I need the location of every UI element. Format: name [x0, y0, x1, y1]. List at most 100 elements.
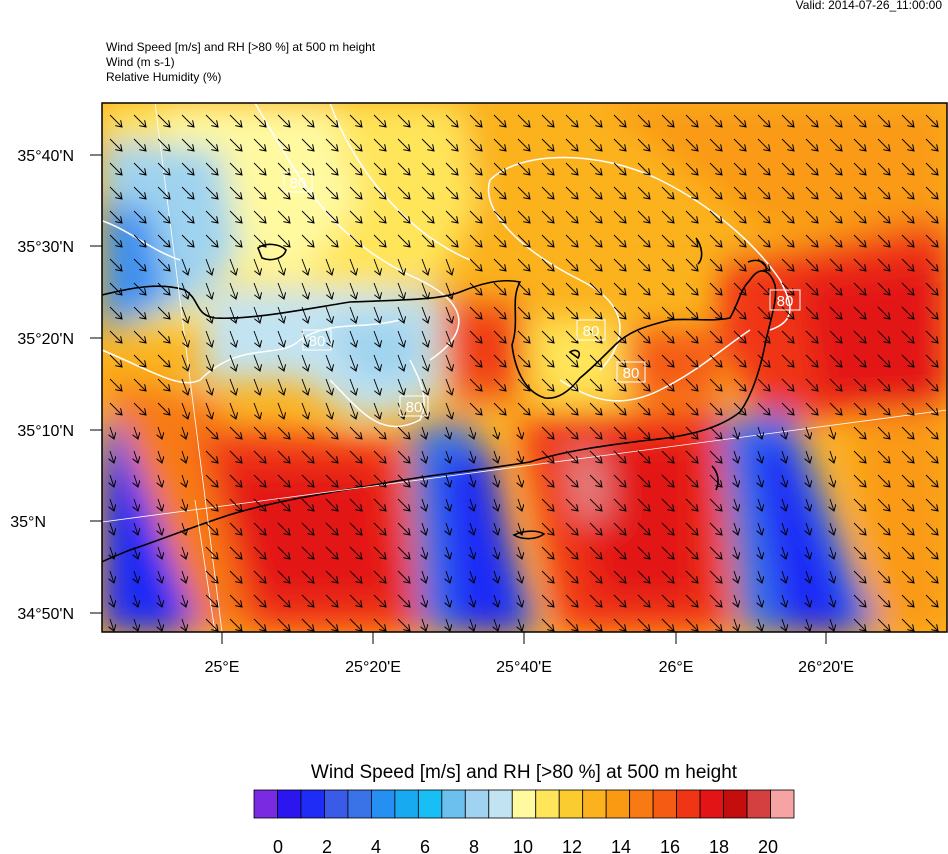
wind-arrow: [133, 282, 146, 295]
wind-arrow: [325, 474, 338, 487]
wind-arrow: [709, 450, 722, 463]
wind-arrow: [661, 306, 674, 319]
wind-arrow: [445, 282, 452, 299]
wind-arrow: [157, 138, 170, 151]
wind-arrow: [422, 474, 426, 487]
wind-arrow: [181, 234, 194, 247]
wind-arrow: [853, 570, 866, 583]
wind-arrow: [109, 114, 122, 127]
wind-arrow: [229, 138, 242, 151]
wind-arrow: [565, 354, 578, 367]
wind-arrow: [517, 162, 530, 175]
wind-arrow: [253, 402, 260, 419]
title-line-2: Wind (m s-1): [106, 55, 175, 69]
wind-arrow: [421, 306, 428, 323]
wind-arrow: [901, 234, 914, 247]
wind-arrow: [685, 210, 698, 223]
wind-arrow: [637, 306, 650, 319]
wind-arrow: [901, 282, 914, 295]
wind-arrow: [110, 594, 114, 607]
wind-arrow: [758, 522, 762, 535]
wind-arrow: [613, 234, 626, 247]
wind-arrow: [253, 138, 266, 151]
wind-arrow: [661, 330, 674, 343]
wind-arrow: [325, 138, 338, 151]
wind-arrow: [181, 378, 188, 395]
wind-arrow: [277, 330, 284, 347]
wind-arrow: [901, 306, 914, 319]
wind-arrow: [541, 402, 554, 415]
wind-arrow: [205, 426, 218, 439]
wind-arrow: [110, 618, 114, 631]
wind-arrow: [205, 594, 218, 607]
wind-arrow: [349, 618, 362, 631]
wind-arrow: [181, 258, 188, 275]
wind-arrow: [733, 282, 746, 295]
wind-arrow: [709, 594, 722, 607]
wind-arrow: [325, 570, 338, 583]
wind-arrow: [157, 354, 170, 367]
wind-arrow: [781, 306, 794, 319]
wind-arrow: [806, 474, 810, 487]
wind-arrow: [205, 402, 212, 419]
wind-arrow: [253, 330, 260, 347]
wind-arrow: [469, 282, 482, 295]
wind-arrow: [182, 522, 186, 535]
wind-arrow: [470, 594, 474, 607]
wind-arrow: [925, 474, 938, 487]
wind-arrow: [613, 570, 626, 583]
wind-arrow: [733, 354, 746, 367]
wind-arrow: [277, 162, 290, 175]
lon-axis: 25°E 25°20'E 25°40'E 26°E 26°20'E: [205, 632, 854, 676]
wind-arrow: [829, 234, 842, 247]
wind-arrow: [853, 450, 866, 463]
wind-arrow: [494, 450, 498, 463]
wind-arrow: [613, 522, 626, 535]
wind-arrow: [877, 234, 890, 247]
wind-arrow: [565, 306, 578, 319]
wind-arrow: [494, 546, 498, 559]
wind-arrow: [397, 546, 410, 559]
wind-arrow: [301, 522, 314, 535]
wind-arrow: [806, 594, 810, 607]
wind-arrow: [518, 546, 522, 559]
wind-arrow: [782, 450, 786, 463]
wind-arrow: [397, 426, 410, 439]
wind-arrow: [541, 450, 554, 463]
wind-arrow: [541, 186, 554, 199]
wind-arrow: [349, 306, 356, 323]
wind-arrow: [158, 450, 162, 463]
wind-arrow: [422, 594, 426, 607]
wind-arrow: [709, 306, 722, 319]
wind-arrow: [589, 594, 602, 607]
wind-arrow: [277, 402, 284, 419]
wind-arrow: [205, 162, 218, 175]
wind-arrow: [422, 570, 426, 583]
wind-arrow: [806, 618, 810, 631]
wind-arrow: [925, 306, 938, 319]
wind-arrow: [301, 546, 314, 559]
wind-arrow: [877, 114, 890, 127]
lat-tick-label: 35°N: [10, 514, 46, 531]
wind-arrow: [229, 498, 242, 511]
wind-arrow: [349, 546, 362, 559]
wind-arrow: [229, 234, 242, 247]
wind-arrow: [397, 594, 410, 607]
wind-arrow: [709, 258, 722, 271]
wind-arrow: [373, 306, 380, 323]
wind-arrow: [541, 162, 554, 175]
wind-arrow: [325, 258, 332, 275]
wind-arrow: [493, 234, 506, 247]
wind-arrow: [637, 426, 650, 439]
wind-arrow: [757, 378, 770, 391]
wind-arrow: [733, 234, 746, 247]
wind-arrow: [301, 402, 308, 419]
wind-arrow: [229, 594, 242, 607]
wind-arrow: [446, 618, 450, 631]
wind-arrow: [518, 618, 522, 631]
wind-arrow: [734, 546, 738, 559]
wind-arrow: [349, 426, 362, 439]
wind-arrow: [373, 426, 386, 439]
wind-arrow: [205, 186, 218, 199]
wind-speed-field: 80 80 80 80 80 80: [102, 103, 947, 632]
